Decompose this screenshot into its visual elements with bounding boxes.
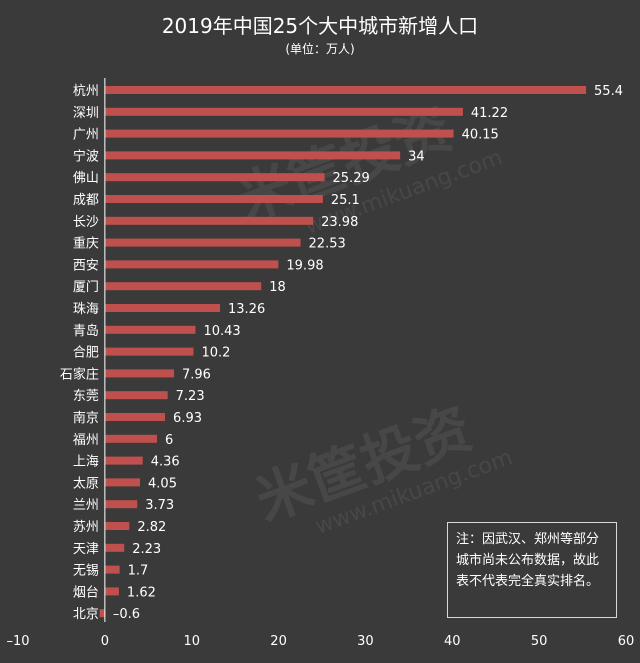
value-label: 4.36 bbox=[151, 455, 180, 470]
value-label: 25.29 bbox=[333, 171, 370, 186]
category-label: 长沙 bbox=[73, 215, 99, 230]
bars-group: 杭州 55.4 深圳 41.22 广州 40.15 宁波 34 佛山 25.29 成都 25.1 长沙 2… bbox=[60, 84, 623, 622]
category-label: 福州 bbox=[73, 433, 99, 448]
value-label: 25.1 bbox=[331, 193, 360, 208]
bar bbox=[104, 173, 325, 182]
bar bbox=[104, 587, 119, 596]
value-label: 23.98 bbox=[321, 215, 358, 230]
bar bbox=[104, 107, 463, 116]
value-label: 6 bbox=[165, 433, 173, 448]
category-label: 深圳 bbox=[73, 106, 99, 121]
bar bbox=[104, 456, 143, 465]
bar bbox=[104, 543, 125, 552]
value-label: 1.62 bbox=[127, 585, 156, 600]
bar bbox=[104, 565, 120, 574]
bar bbox=[104, 434, 157, 443]
value-label: 22.53 bbox=[309, 237, 346, 252]
bar bbox=[104, 238, 301, 247]
category-label: 青岛 bbox=[73, 323, 99, 339]
chart-subtitle: (单位：万人) bbox=[285, 41, 354, 56]
x-tick-label: 50 bbox=[531, 634, 548, 649]
category-label: 杭州 bbox=[73, 84, 99, 99]
value-label: 40.15 bbox=[462, 128, 499, 143]
bar bbox=[104, 304, 221, 312]
category-label: 成都 bbox=[73, 193, 99, 208]
bar bbox=[104, 216, 314, 225]
value-label: 1.7 bbox=[128, 564, 149, 579]
bar bbox=[104, 369, 174, 378]
x-axis: –10 0 10 20 30 40 50 60 bbox=[6, 78, 634, 649]
category-label: 宁波 bbox=[73, 148, 99, 164]
bar bbox=[104, 500, 138, 509]
value-label: 10.2 bbox=[201, 346, 230, 361]
category-label: 重庆 bbox=[73, 236, 99, 252]
value-label: 6.93 bbox=[173, 411, 202, 426]
value-label: 2.23 bbox=[132, 542, 161, 557]
category-label: 兰州 bbox=[73, 498, 99, 513]
footnote-box: 注：因武汉、郑州等部分城市尚未公布数据，故此表不代表完全真实排名。 bbox=[447, 522, 617, 618]
category-label: 烟台 bbox=[73, 585, 99, 600]
value-label: 7.23 bbox=[176, 389, 205, 404]
value-label: 55.4 bbox=[594, 84, 623, 99]
bar bbox=[104, 391, 168, 400]
x-tick-label: –10 bbox=[6, 634, 29, 649]
value-label: 19.98 bbox=[286, 258, 323, 273]
bar bbox=[104, 151, 401, 160]
value-label: 7.96 bbox=[182, 367, 211, 382]
value-label: 4.05 bbox=[148, 476, 177, 491]
category-label: 北京 bbox=[73, 607, 99, 622]
value-label: 34 bbox=[408, 149, 425, 164]
bar bbox=[104, 325, 196, 334]
bar bbox=[104, 522, 130, 530]
category-label: 无锡 bbox=[73, 564, 99, 579]
category-label: 天津 bbox=[73, 542, 99, 557]
category-label: 佛山 bbox=[73, 171, 99, 186]
category-label: 合肥 bbox=[73, 346, 99, 361]
x-tick-label: 40 bbox=[444, 634, 461, 649]
bar bbox=[104, 260, 279, 269]
category-label: 西安 bbox=[73, 258, 99, 273]
value-label: 10.43 bbox=[203, 324, 240, 339]
value-label: –0.6 bbox=[113, 607, 140, 622]
category-label: 太原 bbox=[73, 476, 99, 491]
bar bbox=[104, 478, 141, 487]
x-tick-label: 60 bbox=[618, 634, 635, 649]
category-label: 南京 bbox=[73, 410, 99, 426]
value-label: 3.73 bbox=[145, 498, 174, 513]
value-label: 18 bbox=[269, 280, 286, 295]
value-label: 2.82 bbox=[137, 520, 166, 535]
category-label: 石家庄 bbox=[60, 366, 99, 382]
bar bbox=[104, 195, 323, 203]
x-tick-label: 10 bbox=[183, 634, 200, 649]
bar bbox=[104, 413, 166, 421]
category-label: 珠海 bbox=[73, 302, 99, 317]
x-tick-label: 30 bbox=[357, 634, 374, 649]
category-label: 上海 bbox=[73, 455, 99, 470]
bar bbox=[104, 347, 194, 356]
value-label: 13.26 bbox=[228, 302, 265, 317]
category-label: 厦门 bbox=[73, 280, 99, 295]
category-label: 东莞 bbox=[73, 389, 99, 404]
bar bbox=[99, 609, 105, 618]
x-tick-label: 0 bbox=[101, 634, 109, 649]
category-label: 苏州 bbox=[73, 519, 99, 535]
bar bbox=[104, 282, 262, 291]
category-label: 广州 bbox=[73, 128, 99, 143]
value-label: 41.22 bbox=[471, 106, 508, 121]
bar bbox=[104, 86, 587, 94]
chart-title: 2019年中国25个大中城市新增人口 bbox=[162, 14, 478, 38]
bar bbox=[104, 129, 454, 138]
x-tick-label: 20 bbox=[270, 634, 287, 649]
